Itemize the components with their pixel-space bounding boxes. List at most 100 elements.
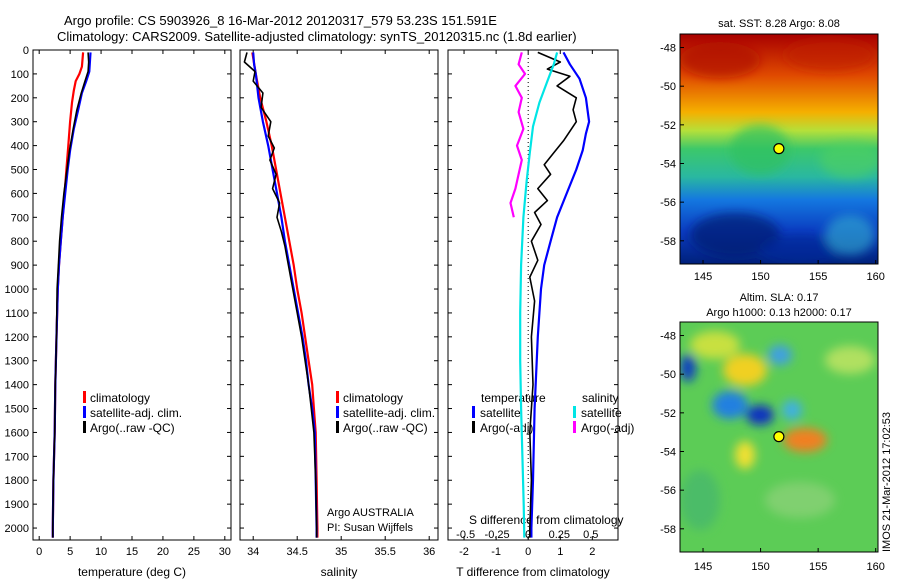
legend-label-t-satellite: satellite xyxy=(480,406,521,420)
series-line-satellite xyxy=(519,52,559,538)
sla-map-title-line-1: Altim. SLA: 0.17 xyxy=(740,292,819,304)
series-line-climatology xyxy=(251,52,319,538)
series-line-satellite-adj-clim- xyxy=(51,52,92,538)
map-x-tick-label: 150 xyxy=(751,561,769,573)
sla-patch xyxy=(680,354,696,382)
legend-label-argo: Argo(..raw -QC) xyxy=(90,421,175,435)
x-tick-label: 36 xyxy=(423,546,435,558)
argo-location-marker xyxy=(773,431,785,443)
chart-marks: 0100200300400500600700800900100011001200… xyxy=(5,43,885,573)
depth-tick-label: 1600 xyxy=(5,427,29,439)
x-tick-label: 35 xyxy=(335,546,347,558)
depth-tick-label: 500 xyxy=(11,165,29,177)
depth-tick-label: 2000 xyxy=(5,523,29,535)
s-diff-tick-label: 0.5 xyxy=(583,529,598,541)
depth-tick-label: 1100 xyxy=(5,308,29,320)
depth-tick-label: 600 xyxy=(11,188,29,200)
depth-tick-label: 1900 xyxy=(5,499,29,511)
sst-map-texture xyxy=(680,39,878,264)
series-line-satellite-adj-clim- xyxy=(252,52,318,538)
legend-header-temperature: temperature xyxy=(481,391,546,405)
x-tick-label: 34 xyxy=(247,546,259,558)
legend-swatch-s-satellite xyxy=(573,406,576,418)
x-tick-label: 34.5 xyxy=(286,546,307,558)
legend-swatch-climatology xyxy=(83,391,86,403)
map-x-tick-label: 155 xyxy=(809,271,827,283)
sst-cold-patch xyxy=(760,235,840,264)
legend-label-argo: Argo(..raw -QC) xyxy=(343,421,428,435)
map-y-tick-label: -50 xyxy=(660,81,676,93)
legend-swatch-satellite xyxy=(83,406,86,418)
sst-front-patch xyxy=(820,142,878,178)
sla-patch xyxy=(746,405,774,425)
legend-swatch-climatology xyxy=(336,391,339,403)
depth-tick-label: 1000 xyxy=(5,284,29,296)
sla-map-frame xyxy=(679,321,879,553)
legend-label-satellite: satellite-adj. clim. xyxy=(343,406,435,420)
depth-tick-label: 1300 xyxy=(5,356,29,368)
sla-patch xyxy=(680,470,720,530)
legend-label-s-argo: Argo(-adj) xyxy=(581,421,634,435)
depth-tick-label: 1400 xyxy=(5,380,29,392)
sla-patch xyxy=(723,354,767,386)
sst-map-title: sat. SST: 8.28 Argo: 8.08 xyxy=(718,18,840,30)
depth-tick-label: 1800 xyxy=(5,475,29,487)
map-y-tick-label: -52 xyxy=(660,120,676,132)
map-y-tick-label: -50 xyxy=(660,369,676,381)
difference-panel-frame xyxy=(447,49,619,541)
map-x-tick-label: 155 xyxy=(809,561,827,573)
map-y-tick-label: -54 xyxy=(660,158,676,170)
sla-patch xyxy=(782,400,802,420)
series-line-argo-adj- xyxy=(529,51,578,538)
depth-tick-label: 100 xyxy=(11,69,29,81)
x-tick-label: 1 xyxy=(557,546,563,558)
series-line-argo-raw-qc- xyxy=(52,52,90,538)
map-y-tick-label: -56 xyxy=(660,485,676,497)
legend-swatch-argo xyxy=(83,421,86,433)
legend-label-t-argo: Argo(-adj) xyxy=(480,421,533,435)
figure-title-line-1: Argo profile: CS 5903926_8 16-Mar-2012 2… xyxy=(64,13,497,28)
s-diff-tick-label: -0.25 xyxy=(485,529,510,541)
legend-label-satellite: satellite-adj. clim. xyxy=(90,406,182,420)
x-tick-label: 2 xyxy=(589,546,595,558)
legend-label-s-satellite: satellite xyxy=(581,406,622,420)
depth-tick-label: 0 xyxy=(23,45,29,57)
sla-patch xyxy=(735,441,755,469)
depth-tick-label: 1700 xyxy=(5,451,29,463)
depth-tick-label: 900 xyxy=(11,260,29,272)
sla-patch xyxy=(768,345,792,365)
x-tick-label: 20 xyxy=(157,546,169,558)
salinity-panel-frame xyxy=(239,49,439,541)
x-tick-label: -2 xyxy=(459,546,469,558)
argo-location-marker xyxy=(773,143,785,155)
depth-tick-label: 1500 xyxy=(5,404,29,416)
s-difference-axis-label: S difference from climatology xyxy=(469,513,624,527)
temperature-axis-label: temperature (deg C) xyxy=(78,565,186,579)
legend-swatch-t-satellite xyxy=(472,406,475,418)
salinity-axis-label: salinity xyxy=(321,565,358,579)
depth-tick-label: 400 xyxy=(11,141,29,153)
legend-swatch-s-argo xyxy=(573,421,576,433)
map-x-tick-label: 160 xyxy=(867,271,885,283)
s-diff-tick-label: 0.25 xyxy=(549,529,570,541)
legend-label-climatology: climatology xyxy=(90,391,150,405)
sst-cyan-patch xyxy=(825,215,875,255)
legend-swatch-argo xyxy=(336,421,339,433)
sla-map-texture xyxy=(680,331,875,530)
x-tick-label: 25 xyxy=(188,546,200,558)
legend-label-climatology: climatology xyxy=(343,391,403,405)
salinity-annotation-line-2: PI: Susan Wijffels xyxy=(327,522,413,534)
sla-patch xyxy=(825,346,875,374)
sla-patch xyxy=(783,428,827,452)
depth-tick-label: 700 xyxy=(11,212,29,224)
x-tick-label: 0 xyxy=(525,546,531,558)
sla-patch xyxy=(712,391,748,419)
temperature-panel-frame xyxy=(32,49,232,541)
series-line-satellite xyxy=(530,51,591,538)
legend-swatch-t-argo xyxy=(472,421,475,433)
sst-cold-patch xyxy=(690,213,780,257)
map-y-tick-label: -48 xyxy=(660,43,676,55)
sla-map-side-label: IMOS 21-Mar-2012 17:02:53 xyxy=(881,412,893,552)
x-tick-label: 15 xyxy=(126,546,138,558)
